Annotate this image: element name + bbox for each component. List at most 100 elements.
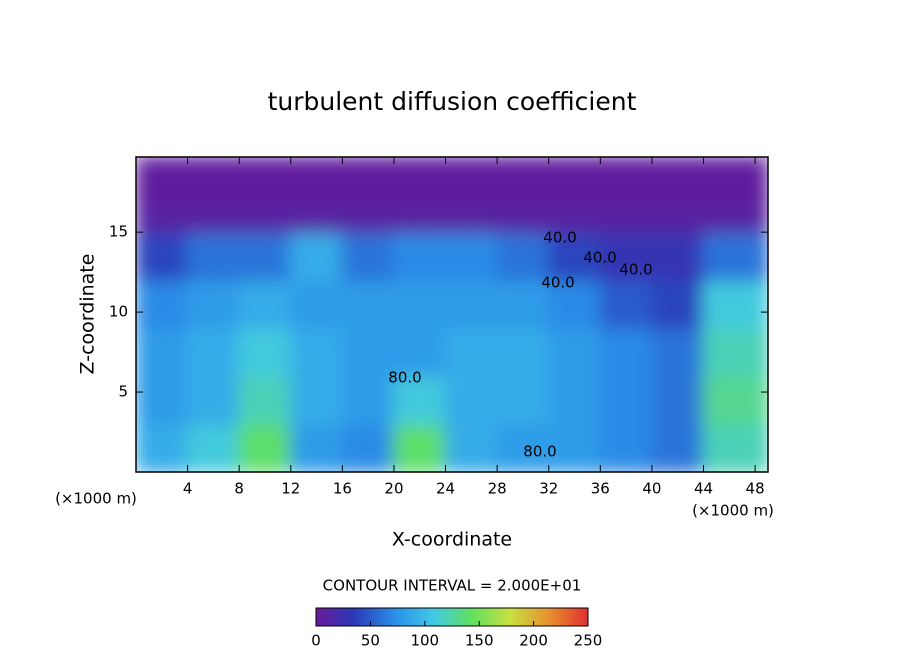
cell: [650, 375, 705, 426]
cell: [702, 375, 768, 426]
cell: [238, 279, 292, 330]
cell: [289, 327, 344, 378]
x-tick-label: 8: [234, 480, 244, 498]
cell: [702, 327, 768, 378]
contour-interval: CONTOUR INTERVAL = 2.000E+01: [323, 577, 582, 595]
cell: [496, 231, 550, 282]
colorbar: [315, 607, 589, 627]
cell: [392, 279, 447, 330]
cell: [496, 157, 550, 202]
cell: [289, 157, 344, 202]
cell: [547, 423, 602, 472]
cell: [547, 279, 602, 330]
contour-label: 40.0: [541, 274, 574, 292]
x-tick-label: 44: [694, 480, 713, 498]
cell: [599, 423, 653, 472]
cell: [136, 231, 189, 282]
cell: [341, 231, 395, 282]
cell: [186, 231, 241, 282]
cell: [136, 199, 189, 234]
cell: [599, 327, 653, 378]
cell: [186, 375, 241, 426]
cell: [599, 157, 653, 202]
colorbar-tick-label: 250: [574, 632, 603, 650]
cell: [547, 375, 602, 426]
cell: [599, 375, 653, 426]
cell: [341, 327, 395, 378]
x-tick-label: 36: [591, 480, 610, 498]
cell: [238, 327, 292, 378]
cell: [547, 199, 602, 234]
field: [136, 157, 768, 472]
cell: [444, 157, 499, 202]
cell: [186, 279, 241, 330]
cell: [547, 157, 602, 202]
cell: [547, 327, 602, 378]
cell: [136, 375, 189, 426]
cell: [341, 279, 395, 330]
colorbar-tick-label: 200: [519, 632, 548, 650]
cells: [136, 157, 768, 472]
cell: [444, 231, 499, 282]
cell: [650, 157, 705, 202]
cell: [136, 327, 189, 378]
x-tick-label: 16: [333, 480, 352, 498]
y-tick-label: 10: [109, 303, 128, 321]
cell: [444, 199, 499, 234]
cell: [392, 375, 447, 426]
cell: [702, 423, 768, 472]
x-tick-label: 4: [183, 480, 193, 498]
cell: [341, 375, 395, 426]
cell: [444, 327, 499, 378]
cell: [289, 375, 344, 426]
cell: [444, 423, 499, 472]
cell: [496, 375, 550, 426]
cell: [186, 199, 241, 234]
cell: [392, 327, 447, 378]
x-tick-label: 28: [488, 480, 507, 498]
cell: [650, 199, 705, 234]
cell: [650, 231, 705, 282]
colorbar-tick-label: 0: [311, 632, 321, 650]
cell: [392, 157, 447, 202]
x-tick-label: 48: [746, 480, 765, 498]
cell: [444, 279, 499, 330]
x-tick-label: 24: [436, 480, 455, 498]
cell: [289, 231, 344, 282]
cell: [136, 279, 189, 330]
cell: [650, 327, 705, 378]
cell: [289, 279, 344, 330]
y-unit: (×1000 m): [692, 502, 774, 520]
cell: [238, 231, 292, 282]
cell: [289, 199, 344, 234]
cell: [650, 423, 705, 472]
cell: [238, 375, 292, 426]
colorbar-tick-label: 100: [410, 632, 439, 650]
cell: [547, 231, 602, 282]
cell: [702, 199, 768, 234]
cell: [444, 375, 499, 426]
cell: [289, 423, 344, 472]
cell: [392, 423, 447, 472]
x-unit: (×1000 m): [55, 490, 137, 508]
colorbar-tick-label: 150: [465, 632, 494, 650]
cell: [238, 157, 292, 202]
cell: [341, 199, 395, 234]
cell: [186, 423, 241, 472]
x-tick-label: 20: [384, 480, 403, 498]
cell: [650, 279, 705, 330]
chart-title: turbulent diffusion coefficient: [268, 87, 637, 116]
cell: [238, 199, 292, 234]
cell: [136, 157, 189, 202]
cell: [186, 327, 241, 378]
cell: [496, 279, 550, 330]
cell: [599, 279, 653, 330]
cell: [599, 199, 653, 234]
y-tick-label: 5: [118, 383, 128, 401]
y-axis-label: Z-coordinate: [77, 254, 99, 375]
x-tick-label: 40: [642, 480, 661, 498]
cell: [702, 157, 768, 202]
cell: [186, 157, 241, 202]
x-tick-label: 12: [281, 480, 300, 498]
